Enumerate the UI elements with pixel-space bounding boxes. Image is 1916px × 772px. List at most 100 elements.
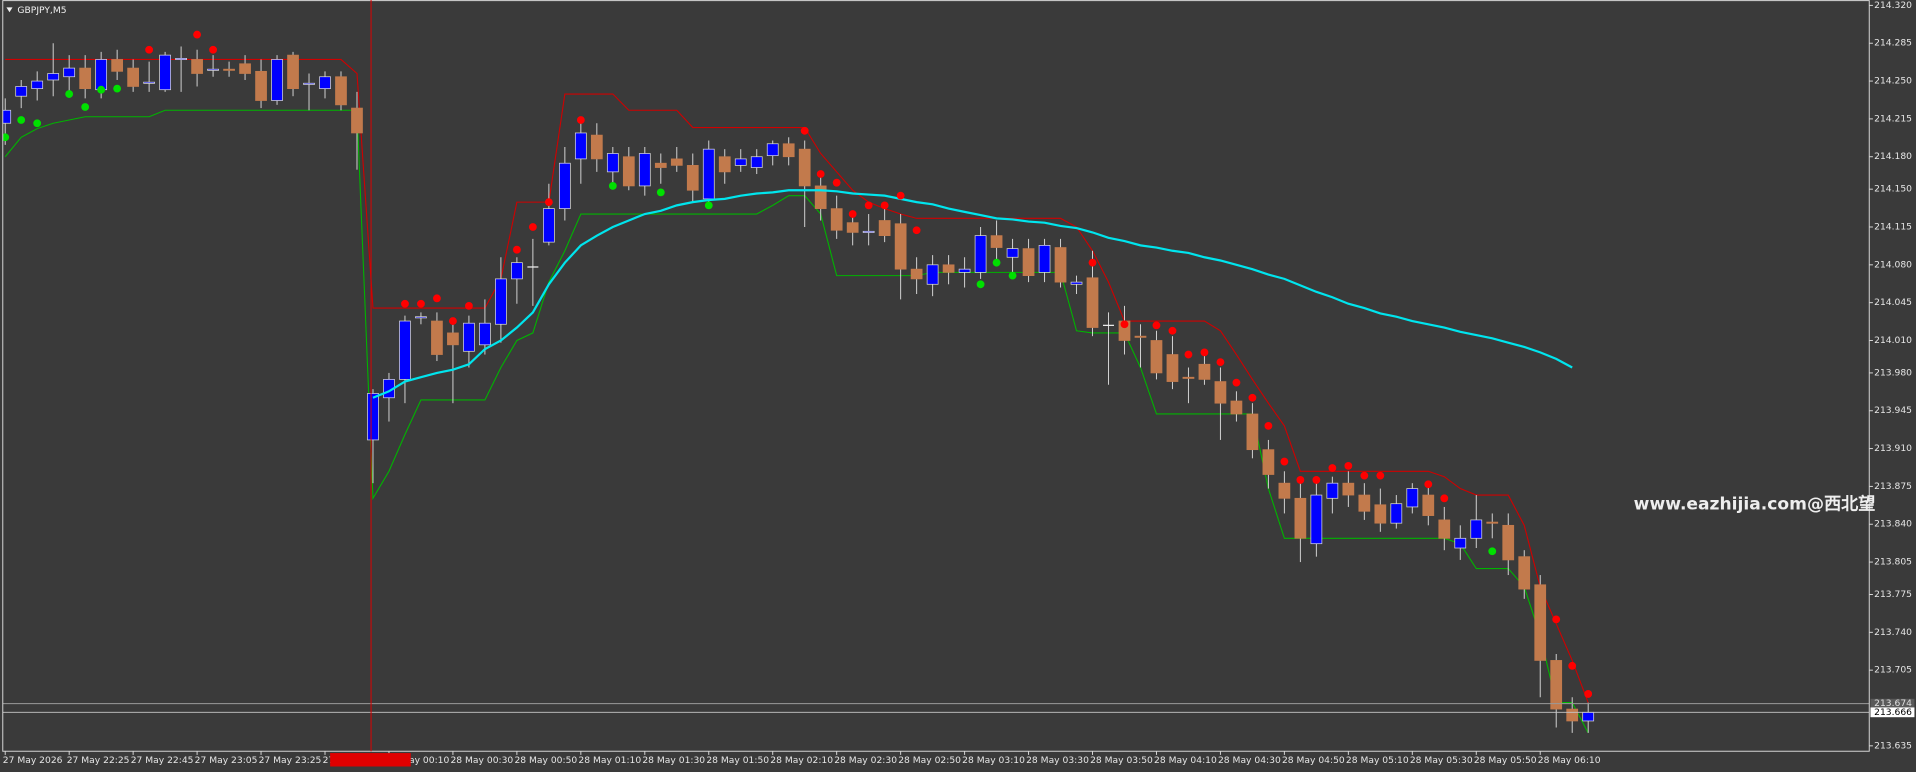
candle-body bbox=[1198, 363, 1211, 380]
signal-dot bbox=[113, 84, 122, 93]
y-tick-label: 213.840 bbox=[1874, 519, 1912, 530]
candle-body bbox=[878, 220, 891, 237]
y-tick-label: 214.045 bbox=[1874, 297, 1912, 308]
candle-body bbox=[63, 67, 76, 78]
candle-body bbox=[207, 68, 219, 71]
signal-dot bbox=[1360, 471, 1369, 480]
signal-dot bbox=[1488, 547, 1497, 556]
x-tick-label: 27 May 22:25 bbox=[67, 755, 130, 766]
signal-dot bbox=[81, 103, 90, 111]
candle-body bbox=[1150, 340, 1163, 374]
candle-body bbox=[31, 80, 44, 90]
y-tick-label: 213.775 bbox=[1874, 589, 1912, 600]
candle-body bbox=[1166, 354, 1179, 382]
signal-dot bbox=[2, 133, 10, 142]
x-tick-label: 27 May 23:25 bbox=[259, 755, 322, 766]
candle-body bbox=[1262, 449, 1275, 475]
signal-dot bbox=[1168, 326, 1177, 335]
candle-body bbox=[990, 235, 1003, 248]
candle-body bbox=[351, 107, 363, 134]
bid-label: 213.666 bbox=[1874, 707, 1912, 718]
candle-body bbox=[830, 208, 843, 231]
candle-body bbox=[1582, 711, 1595, 722]
candle-body bbox=[1326, 482, 1339, 499]
x-tick-label: 28 May 04:30 bbox=[1218, 755, 1281, 766]
signal-dot bbox=[656, 188, 665, 197]
signal-dot bbox=[1264, 421, 1273, 430]
x-tick-label: 27 May 23:05 bbox=[195, 755, 258, 766]
x-tick-label: 28 May 01:10 bbox=[578, 755, 641, 766]
candle-body bbox=[335, 76, 347, 106]
y-tick-label: 213.875 bbox=[1874, 481, 1912, 492]
signal-dot bbox=[912, 226, 921, 235]
signal-dot bbox=[1088, 258, 1097, 267]
x-tick-label: 28 May 01:30 bbox=[642, 755, 705, 766]
candle-body bbox=[1310, 494, 1323, 545]
x-tick-label: 28 May 03:10 bbox=[962, 755, 1025, 766]
y-tick-label: 214.150 bbox=[1874, 184, 1912, 195]
symbol-title: GBPJPY,M5 bbox=[17, 5, 66, 16]
ask-label: 213.674 bbox=[1874, 698, 1912, 709]
signal-dot bbox=[544, 198, 553, 207]
x-tick-label: 27 May 22:45 bbox=[131, 755, 194, 766]
candle-body bbox=[271, 59, 283, 101]
signal-dot bbox=[816, 170, 825, 178]
y-tick-label: 213.945 bbox=[1874, 405, 1912, 416]
x-tick-label: 28 May 03:50 bbox=[1090, 755, 1153, 766]
candle-body bbox=[1566, 708, 1579, 722]
symbol-menu-icon[interactable] bbox=[6, 7, 13, 13]
candle-body bbox=[1342, 482, 1355, 496]
candle-body bbox=[1134, 335, 1147, 338]
candle-body bbox=[319, 76, 331, 90]
candle-body bbox=[159, 54, 171, 91]
signal-dot bbox=[1152, 321, 1161, 330]
candle-body bbox=[399, 320, 411, 380]
signal-dot bbox=[1376, 471, 1385, 480]
x-tick-label: 28 May 06:10 bbox=[1538, 755, 1601, 766]
signal-dot bbox=[97, 85, 106, 94]
candle-body bbox=[814, 185, 827, 209]
candle-body bbox=[1086, 277, 1099, 328]
x-tick-label: 28 May 00:50 bbox=[514, 755, 577, 766]
signal-dot bbox=[832, 178, 841, 187]
signal-dot bbox=[1296, 476, 1305, 484]
candle-body bbox=[862, 230, 875, 233]
candle-body bbox=[1006, 248, 1019, 258]
plot-border bbox=[2, 0, 1870, 752]
x-tick-label: 28 May 04:50 bbox=[1282, 755, 1345, 766]
signal-dot bbox=[1440, 494, 1449, 503]
candle-body bbox=[846, 222, 859, 233]
indicator-line bbox=[4, 109, 1589, 734]
candle-body bbox=[798, 148, 811, 187]
candle-body bbox=[926, 264, 939, 285]
candle-body bbox=[766, 143, 779, 157]
signal-dot bbox=[1584, 690, 1593, 698]
signal-dot bbox=[1344, 461, 1353, 470]
candle-body bbox=[622, 156, 635, 187]
candle-body bbox=[543, 208, 555, 243]
candle-body bbox=[1230, 400, 1243, 415]
plot-area bbox=[2, 30, 1870, 734]
candle-body bbox=[1214, 381, 1227, 404]
signal-dot bbox=[145, 45, 154, 54]
candle-body bbox=[974, 235, 987, 273]
crosshair-time-box bbox=[330, 753, 411, 767]
candle-body bbox=[1422, 494, 1435, 516]
candle-body bbox=[15, 86, 28, 97]
candle-body bbox=[367, 393, 379, 441]
signal-dot bbox=[1568, 661, 1577, 670]
x-tick-label: 28 May 05:50 bbox=[1474, 755, 1537, 766]
signal-dot bbox=[992, 258, 1001, 267]
signal-dot bbox=[512, 245, 521, 254]
x-tick-label: 28 May 01:50 bbox=[706, 755, 769, 766]
candle-body bbox=[1246, 413, 1259, 451]
candle-body bbox=[942, 264, 955, 273]
x-tick-label: 28 May 05:30 bbox=[1410, 755, 1473, 766]
y-tick-label: 214.010 bbox=[1874, 335, 1912, 346]
candle-body bbox=[1070, 281, 1083, 285]
candle-body bbox=[1406, 488, 1419, 508]
candle-body bbox=[1294, 497, 1307, 539]
candle-body bbox=[1454, 537, 1467, 549]
